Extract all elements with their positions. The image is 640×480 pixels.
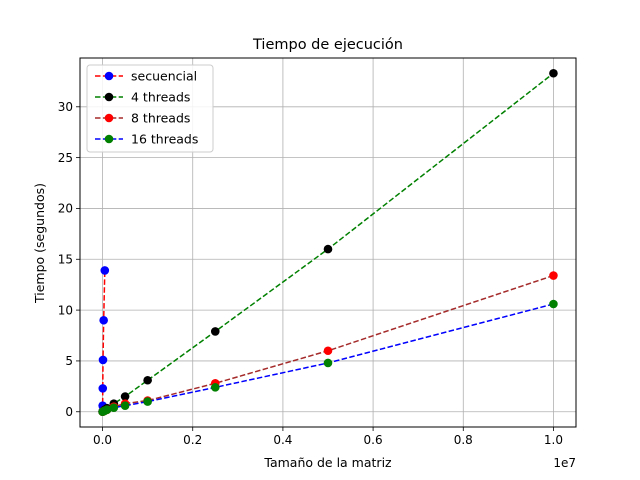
data-point	[109, 403, 119, 412]
legend-marker	[104, 113, 114, 123]
y-tick-label: 30	[58, 100, 73, 114]
legend-label: secuencial	[131, 69, 197, 84]
data-point	[549, 299, 558, 309]
x-tick-label: 1.0	[544, 433, 563, 447]
x-tick-label: 0.2	[183, 433, 202, 447]
x-axis-label: Tamaño de la matriz	[263, 455, 392, 470]
x-axis-offset-label: 1e7	[553, 456, 576, 470]
y-tick-label: 15	[58, 253, 73, 267]
y-tick-label: 20	[58, 202, 73, 216]
legend-marker	[104, 134, 114, 144]
legend-marker	[104, 71, 114, 81]
data-point	[100, 266, 110, 275]
y-tick-label: 10	[58, 303, 73, 317]
data-point	[120, 401, 130, 410]
legend-label: 16 threads	[131, 132, 198, 147]
legend-marker	[104, 92, 114, 102]
plot-frame	[79, 57, 577, 428]
y-tick-label: 5	[65, 354, 73, 368]
y-tick-label: 25	[58, 151, 73, 165]
series-3	[98, 299, 558, 417]
legend-label: 4 threads	[131, 90, 190, 105]
data-point	[143, 397, 152, 406]
data-point	[549, 271, 558, 280]
series-layer	[98, 68, 558, 417]
legend-item: secuencial	[95, 69, 197, 84]
data-point	[323, 358, 333, 368]
data-point	[98, 384, 108, 393]
legend-box	[86, 64, 214, 153]
data-point	[210, 383, 220, 392]
x-tick-label: 0.6	[364, 433, 383, 447]
data-point	[102, 405, 112, 415]
x-tick-label: 0.4	[273, 433, 292, 447]
data-point	[120, 392, 130, 401]
legend: secuencial 4 threads 8 threads 16 threads	[86, 64, 214, 153]
data-point	[323, 346, 333, 356]
x-tick-label: 0.8	[454, 433, 473, 447]
data-point	[549, 68, 558, 78]
data-point	[98, 355, 108, 365]
data-point	[99, 315, 108, 325]
chart-title: Tiempo de ejecución	[252, 37, 403, 53]
legend-item: 4 threads	[95, 90, 190, 105]
y-axis-label: Tiempo (segundos)	[32, 183, 47, 304]
data-point	[210, 327, 220, 336]
legend-label: 8 threads	[131, 111, 190, 126]
x-axis-ticks: 0.0 0.2 0.4 0.6 0.8 1.0	[93, 427, 563, 447]
data-point	[143, 375, 152, 385]
legend-item: 16 threads	[95, 132, 198, 147]
y-axis-ticks: 0 5 10 15 20 25 30	[58, 100, 80, 419]
y-tick-label: 0	[65, 405, 73, 419]
grid	[80, 58, 576, 427]
x-tick-label: 0.0	[93, 433, 112, 447]
legend-item: 8 threads	[95, 111, 190, 126]
data-point	[323, 244, 333, 254]
